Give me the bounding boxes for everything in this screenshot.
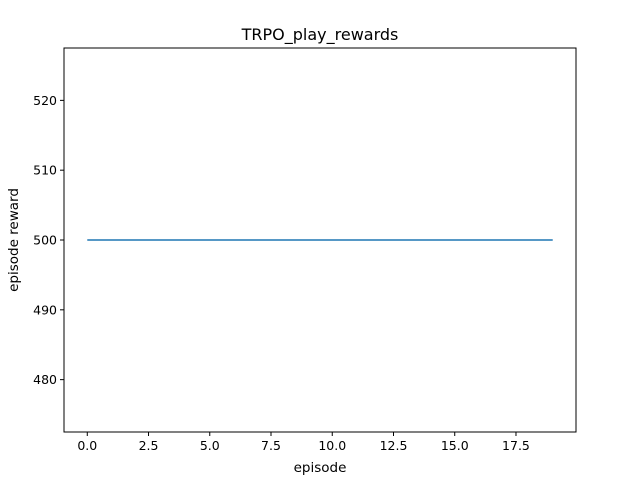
x-tick-label: 12.5	[380, 438, 408, 453]
y-tick-label: 490	[33, 302, 57, 317]
y-tick-label: 510	[33, 163, 57, 178]
y-tick-label: 500	[33, 233, 57, 248]
x-tick-label: 2.5	[139, 438, 159, 453]
x-tick-label: 7.5	[261, 438, 281, 453]
y-tick-label: 480	[33, 372, 57, 387]
x-tick-label: 15.0	[441, 438, 469, 453]
x-axis-label: episode	[294, 460, 347, 476]
x-tick-label: 0.0	[77, 438, 97, 453]
x-tick-label: 5.0	[200, 438, 220, 453]
x-axis: 0.0 2.5 5.0 7.5 10.0 12.5 15.0 17.5	[77, 432, 530, 453]
y-tick-label: 520	[33, 93, 57, 108]
y-axis: 480 490 500 510 520	[33, 93, 64, 387]
x-tick-label: 10.0	[318, 438, 346, 453]
x-tick-label: 17.5	[502, 438, 530, 453]
y-axis-label: episode reward	[6, 188, 22, 292]
chart-title: TRPO_play_rewards	[241, 25, 399, 45]
